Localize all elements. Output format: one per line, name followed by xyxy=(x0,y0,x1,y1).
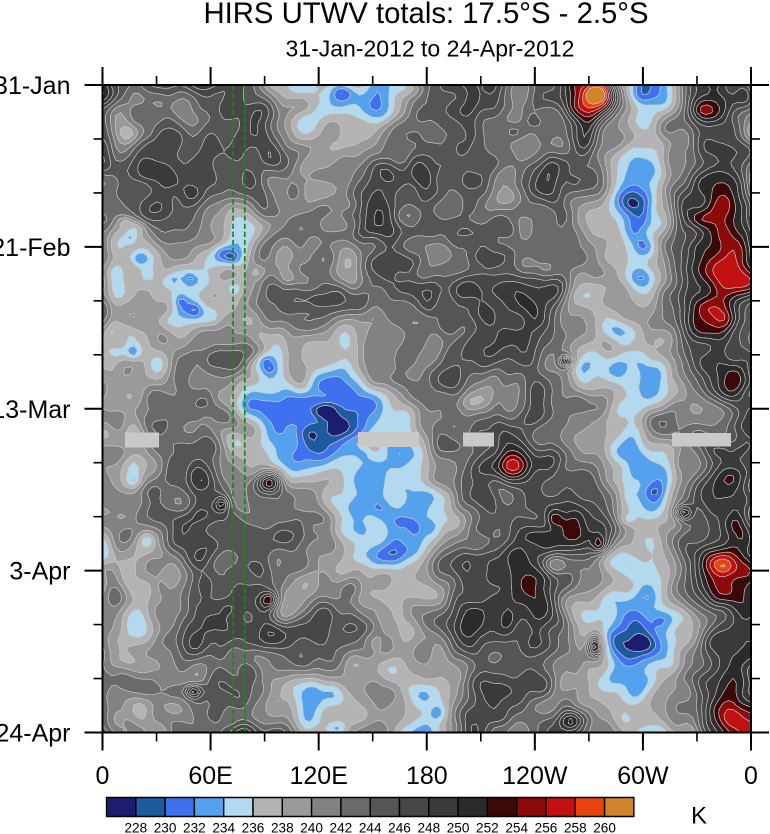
svg-text:K: K xyxy=(691,803,707,830)
svg-text:13-Mar: 13-Mar xyxy=(0,396,71,424)
svg-text:24-Apr: 24-Apr xyxy=(0,720,71,748)
svg-text:120W: 120W xyxy=(502,762,568,790)
svg-text:248: 248 xyxy=(417,821,440,834)
svg-text:236: 236 xyxy=(242,821,265,834)
svg-text:238: 238 xyxy=(271,821,294,834)
svg-text:256: 256 xyxy=(535,821,558,834)
svg-text:246: 246 xyxy=(388,821,411,834)
svg-text:244: 244 xyxy=(359,821,382,834)
svg-text:242: 242 xyxy=(330,821,353,834)
svg-text:252: 252 xyxy=(476,821,499,834)
svg-text:120E: 120E xyxy=(290,762,348,790)
svg-text:60W: 60W xyxy=(617,762,669,790)
svg-text:31-Jan-2012 to 24-Apr-2012: 31-Jan-2012 to 24-Apr-2012 xyxy=(286,35,575,61)
svg-text:234: 234 xyxy=(212,821,235,834)
svg-text:250: 250 xyxy=(447,821,470,834)
svg-text:3-Apr: 3-Apr xyxy=(9,558,70,586)
svg-text:60E: 60E xyxy=(188,762,232,790)
svg-text:0: 0 xyxy=(744,762,758,790)
svg-text:232: 232 xyxy=(183,821,206,834)
svg-text:HIRS UTWV totals: 17.5°S - 2.5: HIRS UTWV totals: 17.5°S - 2.5°S xyxy=(203,0,648,30)
svg-text:21-Feb: 21-Feb xyxy=(0,234,71,262)
svg-text:228: 228 xyxy=(124,821,147,834)
svg-text:258: 258 xyxy=(564,821,587,834)
svg-text:230: 230 xyxy=(154,821,177,834)
svg-text:31-Jan: 31-Jan xyxy=(0,72,71,100)
svg-text:0: 0 xyxy=(96,762,110,790)
svg-text:240: 240 xyxy=(300,821,323,834)
svg-text:254: 254 xyxy=(505,821,528,834)
svg-text:260: 260 xyxy=(593,821,616,834)
svg-text:180: 180 xyxy=(406,762,448,790)
